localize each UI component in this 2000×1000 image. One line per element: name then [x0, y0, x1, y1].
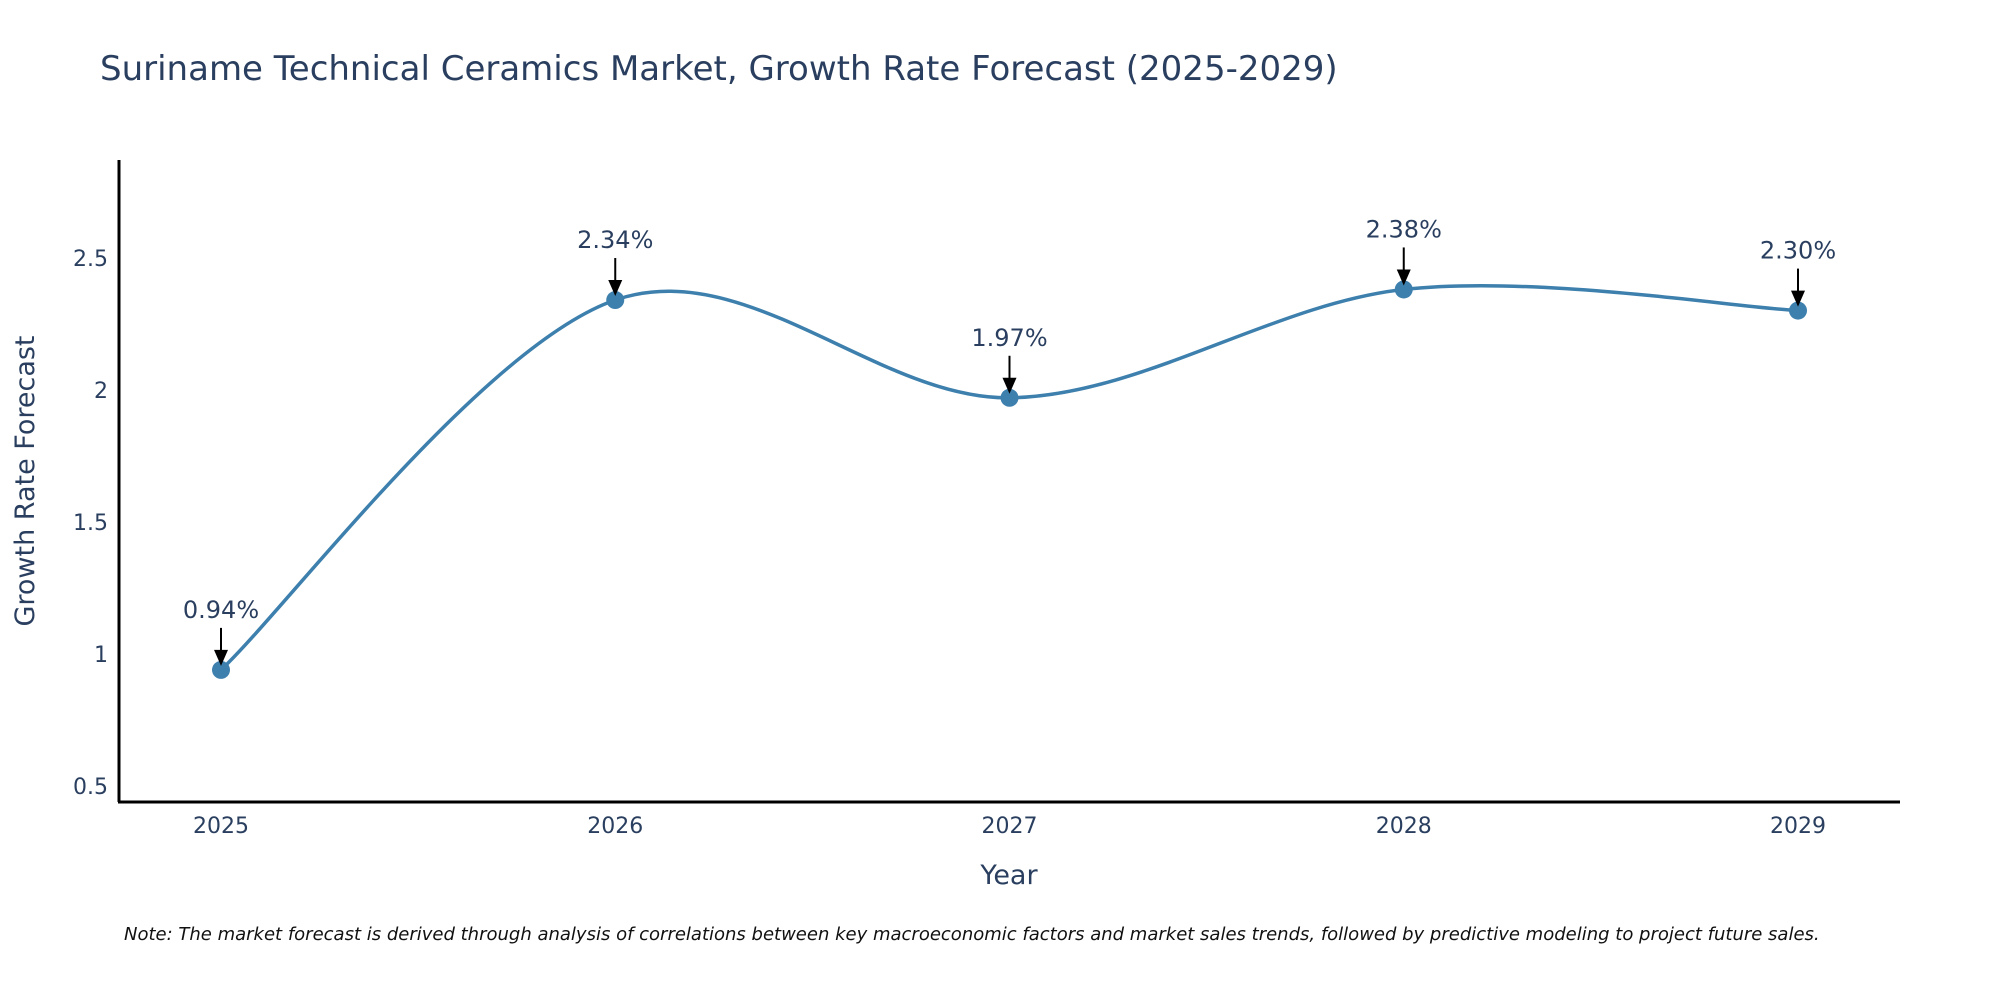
chart-title: Suriname Technical Ceramics Market, Grow… [100, 49, 1338, 89]
data-label-2026: 2.34% [577, 226, 653, 254]
data-point-2028 [1394, 280, 1413, 299]
y-tick-label: 2 [94, 379, 108, 404]
y-tick-label: 1.5 [73, 511, 108, 536]
y-tick-label: 0.5 [73, 775, 108, 800]
data-point-2027 [1000, 388, 1019, 407]
x-tick-label: 2026 [587, 814, 643, 839]
x-tick-label: 2028 [1376, 814, 1432, 839]
x-axis-ticks: 2025 2026 2027 2028 2029 [193, 814, 1826, 839]
annotation-arrow-head [608, 280, 623, 297]
x-tick-label: 2029 [1770, 814, 1826, 839]
x-axis-title: Year [979, 860, 1038, 891]
y-tick-label: 1 [94, 643, 108, 668]
x-tick-label: 2027 [982, 814, 1038, 839]
series-growth-rate [212, 280, 1807, 679]
y-axis-title: Growth Rate Forecast [10, 335, 41, 626]
data-point-2026 [606, 291, 625, 310]
data-label-2027: 1.97% [971, 324, 1047, 352]
annotation-arrow-head [214, 649, 228, 666]
y-axis-ticks: 0.5 1 1.5 2 2.5 [73, 247, 108, 800]
data-point-2025 [212, 660, 230, 679]
annotation-arrow-head [1396, 269, 1411, 286]
data-label-2028: 2.38% [1366, 215, 1442, 243]
footnote: Note: The market forecast is derived thr… [124, 924, 1820, 945]
annotation-arrow-head [1002, 377, 1017, 394]
series-line [219, 283, 1800, 672]
data-annotations: 0.94% 2.34% 1.97% 2.38% 2.30% [183, 215, 1836, 666]
data-label-2025: 0.94% [183, 596, 259, 624]
data-point-2029 [1789, 301, 1807, 320]
x-tick-label: 2025 [193, 814, 249, 839]
annotation-arrow-head [1791, 290, 1805, 307]
y-tick-label: 2.5 [73, 247, 108, 272]
data-label-2029: 2.30% [1760, 237, 1836, 265]
